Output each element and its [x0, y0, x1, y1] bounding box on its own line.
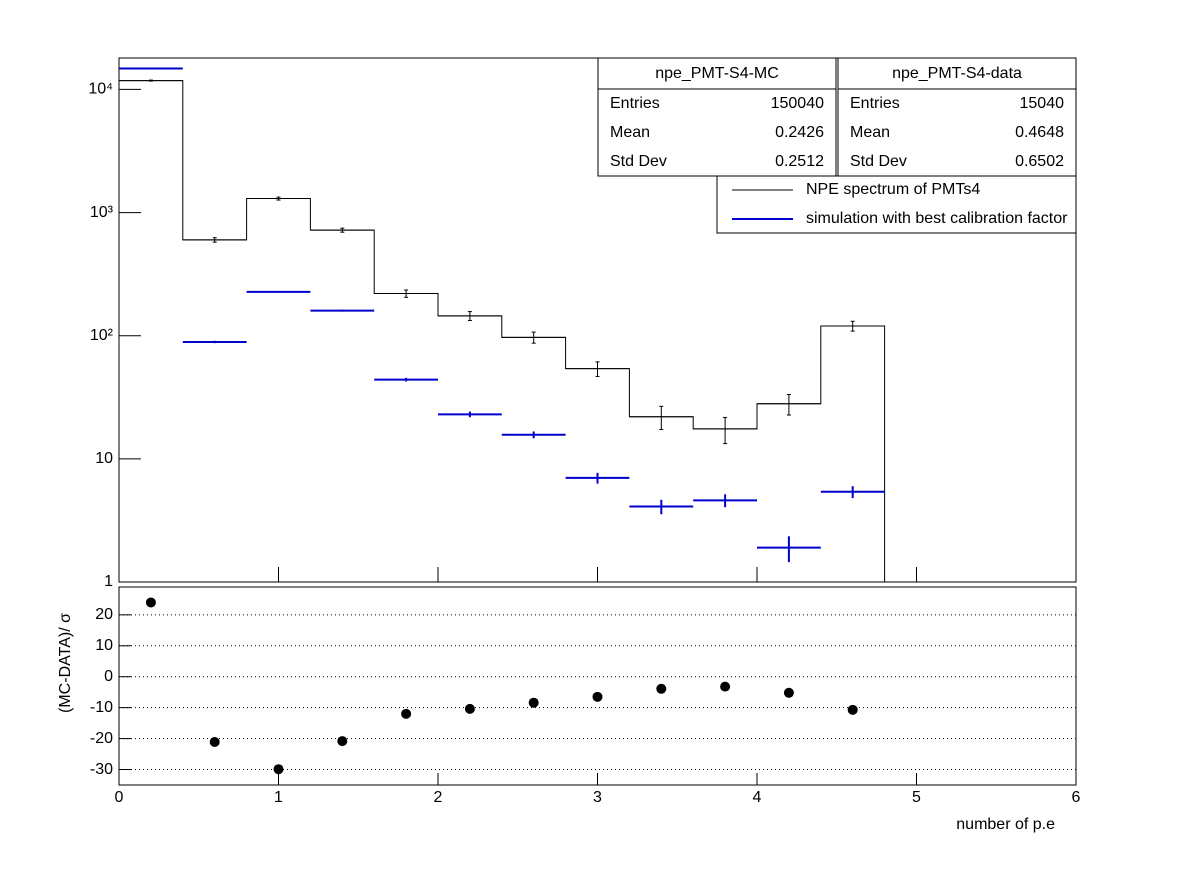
stats-label: Entries	[610, 95, 660, 112]
point	[847, 704, 858, 715]
x-tick-label: 1	[274, 789, 283, 806]
y-tick-label: 10⁴	[88, 81, 113, 98]
legend	[716, 175, 1077, 234]
legend-label: NPE spectrum of PMTs4	[806, 181, 980, 198]
point	[783, 687, 794, 698]
bottom-frame	[118, 586, 1077, 786]
point	[592, 691, 603, 702]
stats-title: npe_PMT-S4-data	[892, 65, 1022, 82]
y-tick-label: 20	[95, 606, 113, 623]
stats-value: 0.2426	[775, 124, 824, 141]
legend-label: simulation with best calibration factor	[806, 210, 1068, 227]
stats-label: Mean	[610, 124, 650, 141]
stats-value: 0.2512	[775, 153, 824, 170]
y-tick-label: 10³	[90, 204, 114, 221]
stats-value: 0.4648	[1015, 124, 1064, 141]
stats-label: Std Dev	[850, 153, 907, 170]
x-tick-label: 5	[912, 789, 921, 806]
y-tick-label: 10²	[90, 327, 114, 344]
point	[464, 703, 475, 714]
point	[528, 697, 539, 708]
stats-label: Mean	[850, 124, 890, 141]
stats-box	[837, 57, 1077, 177]
y-tick-label: -20	[90, 730, 113, 747]
point	[209, 736, 220, 747]
stats-label: Std Dev	[610, 153, 667, 170]
y-tick-label: 0	[104, 668, 113, 685]
y-tick-label: -30	[90, 761, 113, 778]
stats-title: npe_PMT-S4-MC	[655, 65, 779, 82]
stats-value: 0.6502	[1015, 153, 1064, 170]
stats-value: 15040	[1020, 95, 1065, 112]
point	[145, 597, 156, 608]
step-outline	[118, 80, 886, 582]
x-tick-label: 3	[593, 789, 602, 806]
stats-value: 150040	[771, 95, 824, 112]
x-tick-label: 0	[115, 789, 124, 806]
point	[656, 683, 667, 694]
point	[337, 736, 348, 747]
y-tick-label: 10	[95, 450, 113, 467]
x-axis-title: number of p.e	[956, 816, 1055, 833]
point	[273, 764, 284, 775]
stats-label: Entries	[850, 95, 900, 112]
y-axis-title: (MC-DATA)/ σ	[57, 613, 74, 713]
x-tick-label: 6	[1072, 789, 1081, 806]
y-tick-label: 1	[104, 573, 113, 590]
x-tick-label: 2	[434, 789, 443, 806]
x-tick-label: 4	[753, 789, 762, 806]
y-tick-label: -10	[90, 699, 113, 716]
y-tick-label: 10	[95, 637, 113, 654]
point	[401, 708, 412, 719]
point	[720, 681, 731, 692]
